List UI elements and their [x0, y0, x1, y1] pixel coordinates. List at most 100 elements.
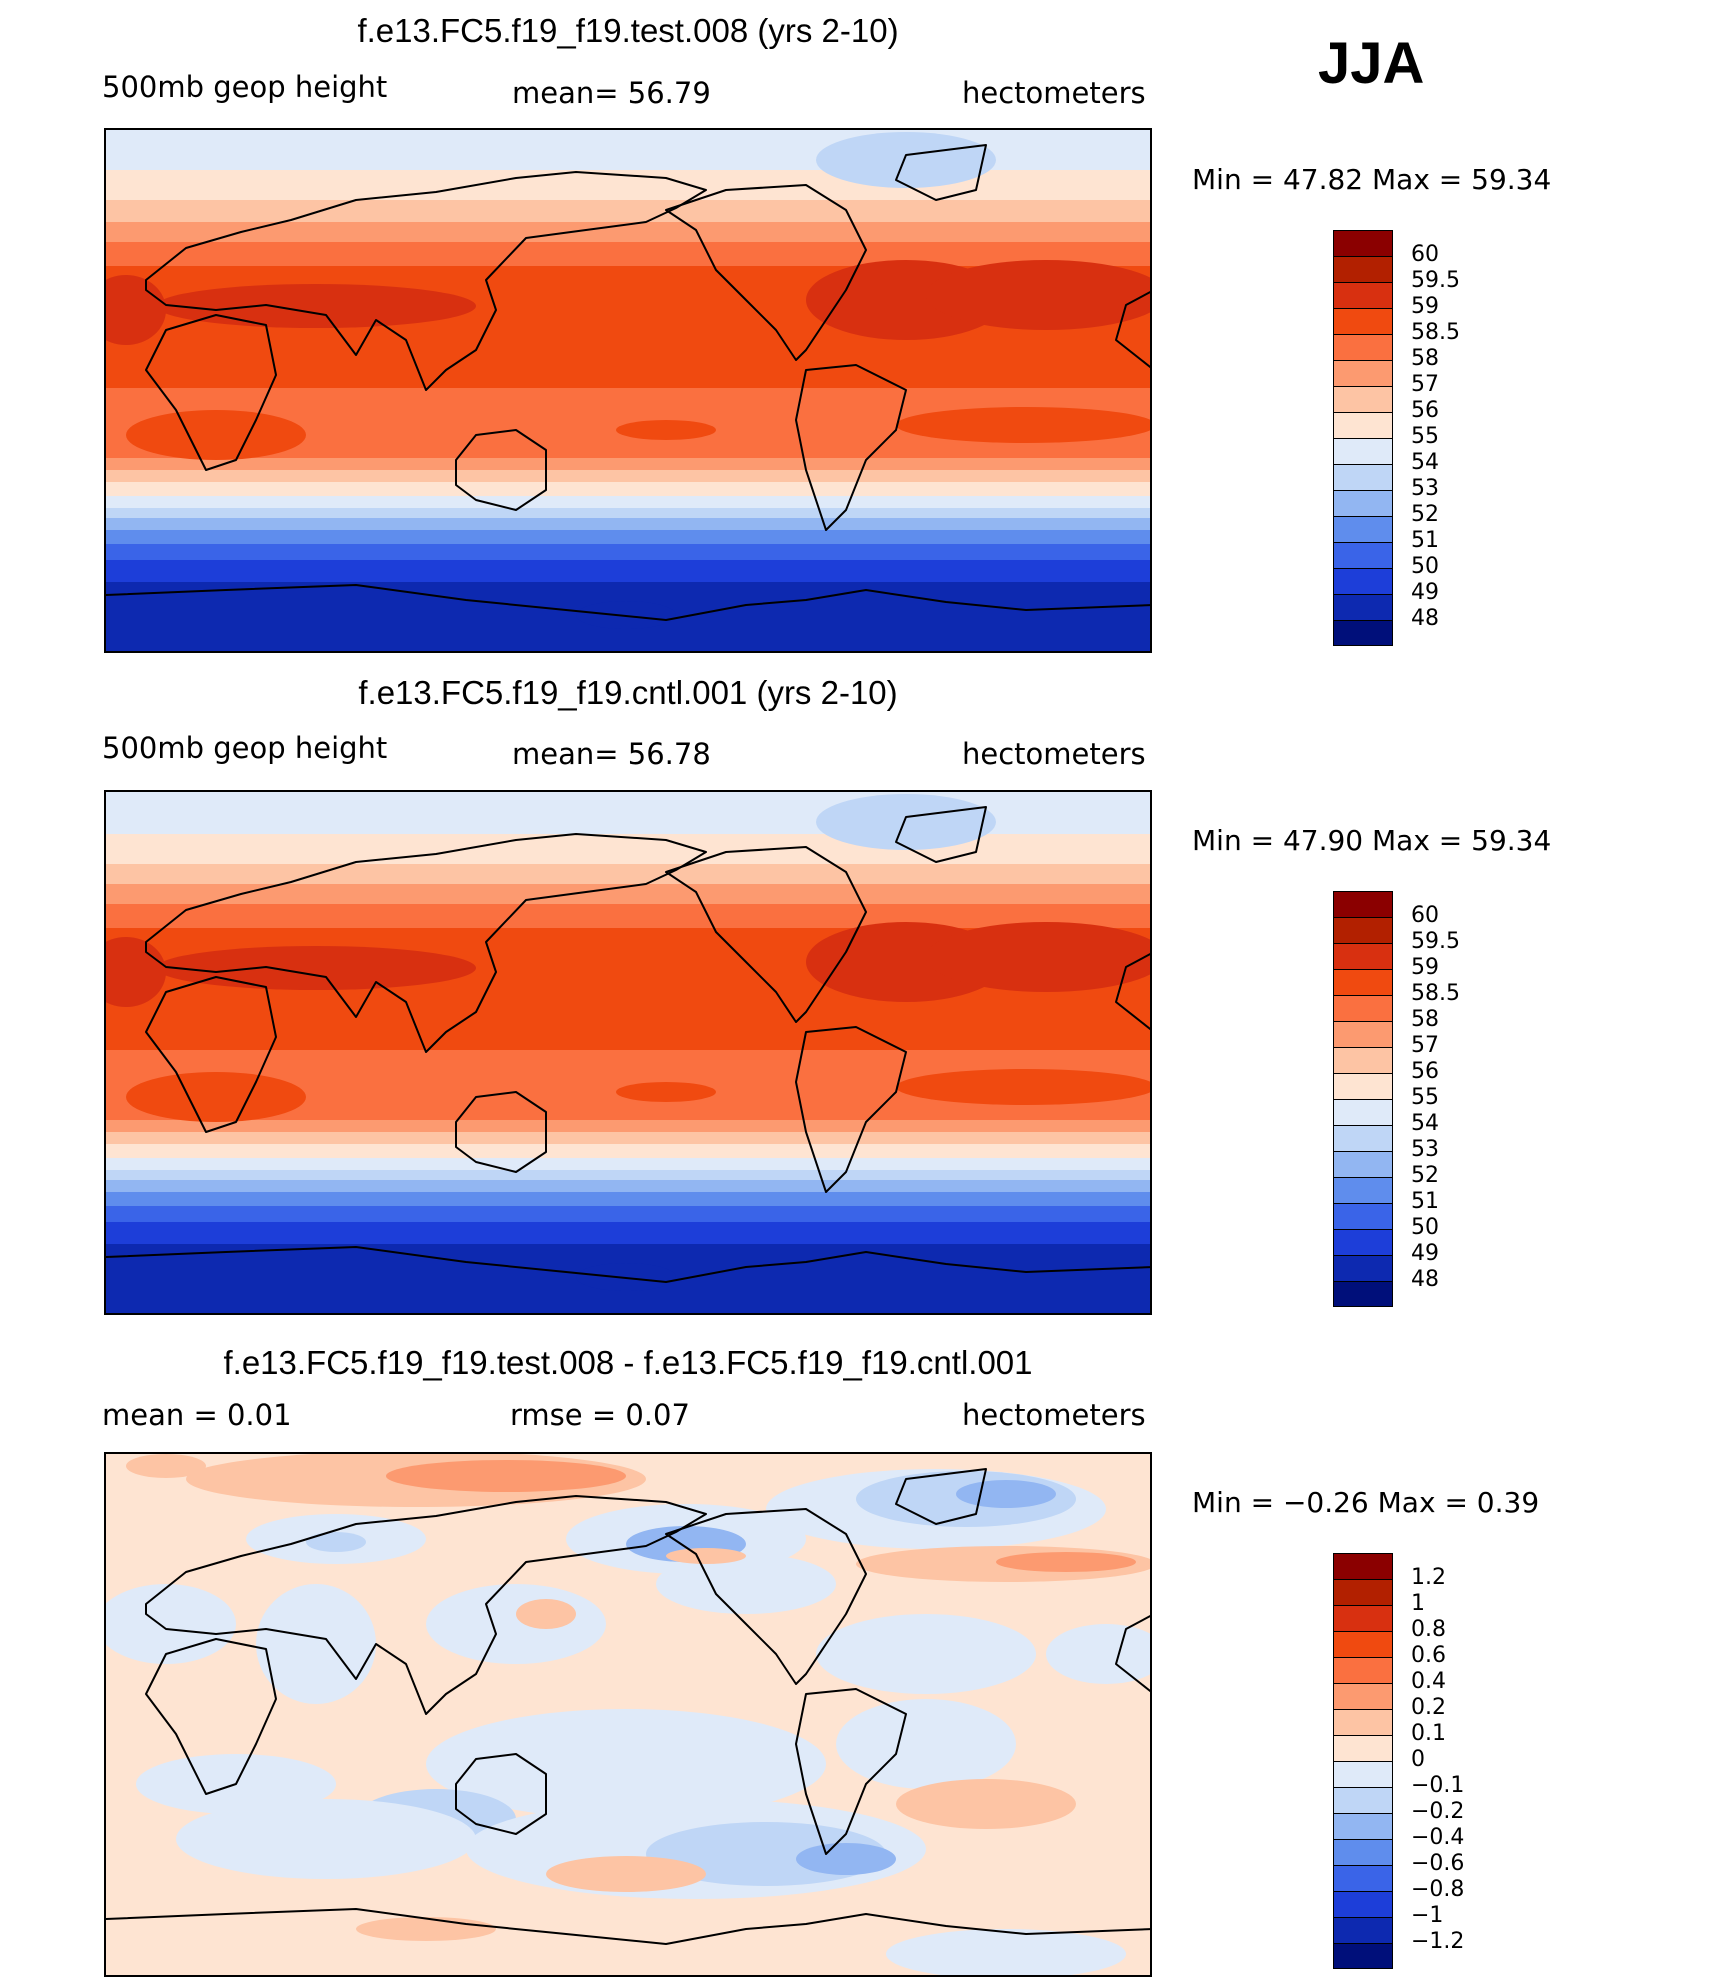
- colorbar-swatch: [1333, 1281, 1393, 1307]
- colorbar-label: −0.8: [1411, 1877, 1465, 1902]
- map-blob: [886, 1929, 1126, 1975]
- panel2-units: hectometers: [962, 737, 1146, 771]
- colorbar-swatch: [1333, 308, 1393, 335]
- season-label: JJA: [1318, 31, 1425, 96]
- colorbar-label: 51: [1411, 1189, 1439, 1214]
- continent-outline: [795, 364, 907, 531]
- continent-outline: [455, 1753, 547, 1835]
- continent-outline: [665, 184, 867, 361]
- colorbar-label: 59: [1411, 294, 1439, 319]
- colorbar-label: 52: [1411, 502, 1439, 527]
- map-blob: [656, 1554, 836, 1614]
- panel1-colorbar: 60 59.5 59 58.5 58 57 56 55 54 53 52 51 …: [1333, 230, 1460, 646]
- map-blob: [426, 1709, 826, 1819]
- colorbar-swatch: [1333, 1787, 1393, 1814]
- map-blob: [546, 1856, 706, 1892]
- colorbar-swatch: [1333, 1735, 1393, 1762]
- continent-outline: [145, 976, 277, 1133]
- colorbar-label: 57: [1411, 372, 1439, 397]
- colorbar-label: 49: [1411, 1241, 1439, 1266]
- map-band: [106, 470, 1150, 482]
- colorbar-label: −1.2: [1411, 1929, 1465, 1954]
- colorbar-label: 56: [1411, 1059, 1439, 1084]
- panel3-mean: mean = 0.01: [102, 1398, 292, 1432]
- continent-outline: [895, 1468, 987, 1525]
- continent-outline: [795, 1688, 907, 1855]
- colorbar-swatch: [1333, 620, 1393, 646]
- colorbar-label: −0.2: [1411, 1799, 1465, 1824]
- continent-outline: [895, 144, 987, 201]
- map-blob: [896, 1069, 1150, 1105]
- map-blob: [156, 946, 476, 990]
- panel2-min-max: Min = 47.90 Max = 59.34: [1192, 824, 1552, 857]
- colorbar-swatch: [1333, 1631, 1393, 1658]
- map-blob: [176, 1799, 476, 1879]
- colorbar-swatch: [1333, 1047, 1393, 1074]
- colorbar-swatch: [1333, 1203, 1393, 1230]
- colorbar-swatch: [1333, 256, 1393, 283]
- colorbar-label: 58.5: [1411, 981, 1460, 1006]
- map-blob: [816, 132, 996, 188]
- panel1-mean: mean= 56.79: [512, 76, 711, 110]
- continent-outline: [145, 1638, 277, 1795]
- colorbar-label: 48: [1411, 1267, 1439, 1292]
- map-blob: [126, 1454, 206, 1478]
- panel3-colorbar: 1.2 1 0.8 0.6 0.4 0.2 0.1 0 −0.1 −0.2 −0…: [1333, 1553, 1464, 1969]
- colorbar-swatch: [1333, 360, 1393, 387]
- colorbar-label: 53: [1411, 1137, 1439, 1162]
- map-blob: [516, 1599, 576, 1629]
- colorbar-swatch: [1333, 1125, 1393, 1152]
- map-band: [106, 508, 1150, 518]
- continent-outline: [895, 806, 987, 863]
- map-band: [106, 530, 1150, 544]
- map-blob: [126, 410, 306, 460]
- colorbar-label: 50: [1411, 1215, 1439, 1240]
- map-blob: [616, 1082, 716, 1102]
- colorbar-label: 48: [1411, 606, 1439, 631]
- continent-outline: [145, 1495, 707, 1715]
- map-blob: [816, 794, 996, 850]
- colorbar-label: −1: [1411, 1903, 1444, 1928]
- map-band: [106, 482, 1150, 496]
- colorbar-swatch: [1333, 1709, 1393, 1736]
- panel3-title: f.e13.FC5.f19_f19.test.008 - f.e13.FC5.f…: [223, 1344, 1033, 1381]
- colorbar-label: 55: [1411, 424, 1439, 449]
- colorbar-label: 54: [1411, 1111, 1439, 1136]
- colorbar-swatch: [1333, 1657, 1393, 1684]
- colorbar-swatch: [1333, 464, 1393, 491]
- map-blob: [356, 1917, 496, 1941]
- map-band: [106, 200, 1150, 222]
- panel1-min-max: Min = 47.82 Max = 59.34: [1192, 163, 1552, 196]
- panel2-mean: mean= 56.78: [512, 737, 711, 771]
- map-blob: [106, 1584, 236, 1664]
- map-band: [106, 1132, 1150, 1144]
- colorbar-swatch: [1333, 594, 1393, 621]
- colorbar-label: 0: [1411, 1747, 1425, 1772]
- colorbar-swatch: [1333, 969, 1393, 996]
- colorbar-swatch: [1333, 1579, 1393, 1606]
- colorbar-label: 58.5: [1411, 320, 1460, 345]
- colorbar-swatch: [1333, 412, 1393, 439]
- colorbar-swatch: [1333, 1891, 1393, 1918]
- colorbar-swatch: [1333, 438, 1393, 465]
- map-band: [106, 130, 1150, 170]
- panel3-min-max: Min = −0.26 Max = 0.39: [1192, 1486, 1540, 1519]
- map-blob: [426, 1584, 606, 1664]
- panel2-title: f.e13.FC5.f19_f19.cntl.001 (yrs 2-10): [358, 674, 898, 711]
- map-band: [106, 1170, 1150, 1180]
- map-blob: [796, 1843, 896, 1875]
- colorbar-swatch: [1333, 1761, 1393, 1788]
- map-band: [106, 242, 1150, 266]
- colorbar-swatch: [1333, 891, 1393, 918]
- colorbar-label: −0.1: [1411, 1773, 1465, 1798]
- panel2-map: [104, 790, 1152, 1315]
- colorbar-swatch: [1333, 1943, 1393, 1969]
- map-band: [106, 792, 1150, 834]
- continent-outline: [106, 1908, 1150, 1945]
- map-band: [106, 864, 1150, 884]
- map-band: [106, 518, 1150, 530]
- map-band: [106, 222, 1150, 242]
- map-blob: [896, 1779, 1076, 1829]
- continent-outline: [1115, 1615, 1150, 1693]
- map-blob: [386, 1460, 626, 1492]
